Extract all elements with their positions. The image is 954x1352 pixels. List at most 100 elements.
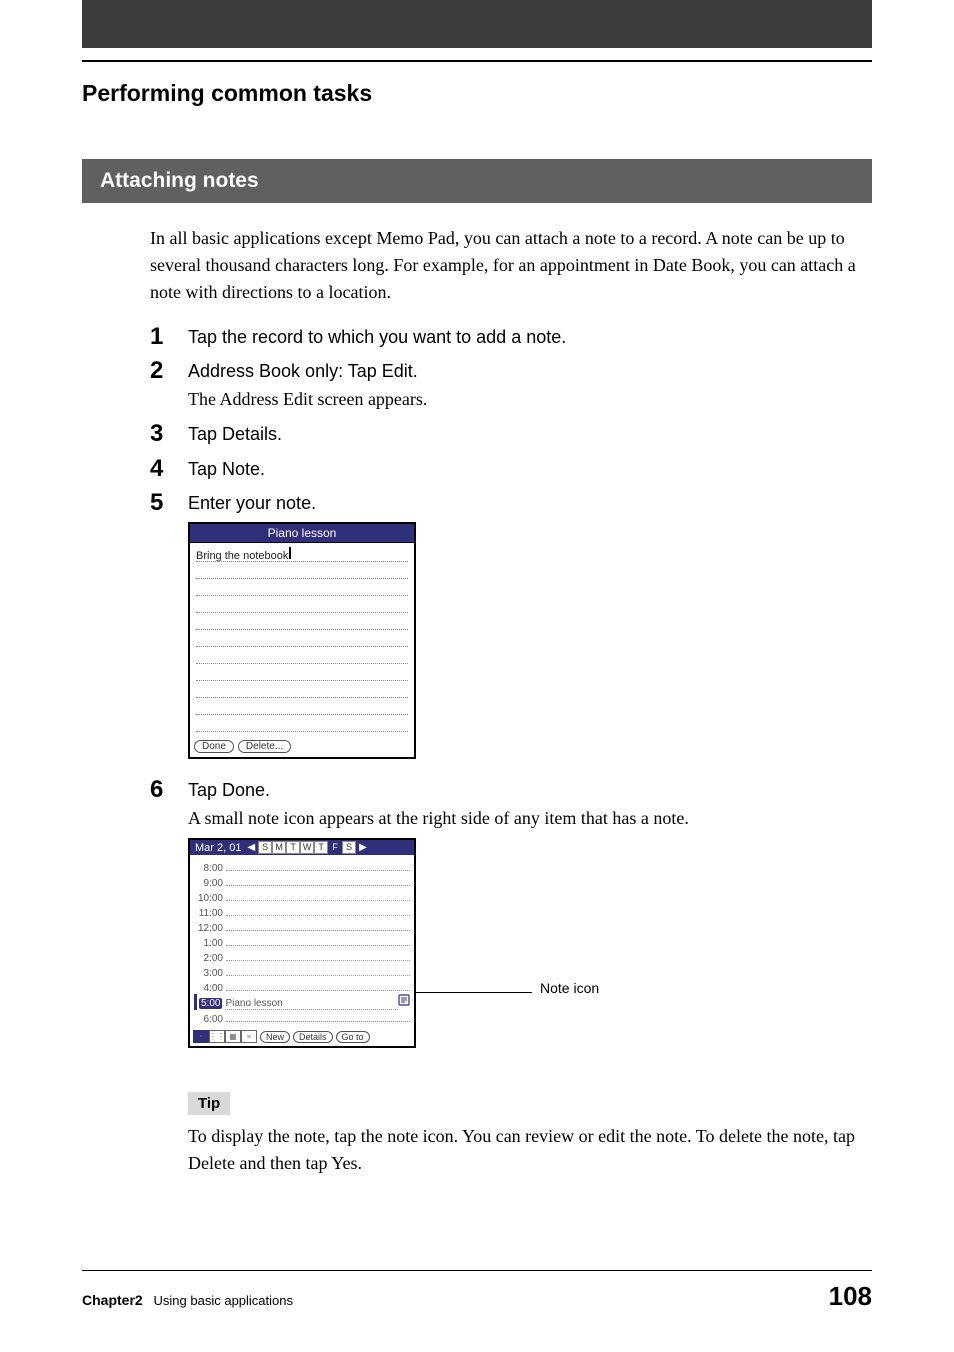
chapter-label: Chapter2 bbox=[82, 1292, 143, 1308]
page-footer: Chapter2 Using basic applications 108 bbox=[82, 1270, 872, 1312]
datebook-header: Mar 2, 01 ◀ S M T W T F S ▶ bbox=[190, 840, 414, 855]
event-time: 5:00 bbox=[199, 998, 222, 1009]
step-number: 3 bbox=[150, 421, 188, 447]
datebook-footer: • ⋮⋮ ▦ ≡ New Details Go to bbox=[190, 1027, 414, 1046]
time-row: 6:00 bbox=[194, 1010, 410, 1025]
time-row: 1:00 bbox=[194, 934, 410, 949]
callout-line bbox=[416, 992, 532, 993]
time-label: 2:00 bbox=[194, 953, 226, 964]
new-button[interactable]: New bbox=[260, 1031, 290, 1043]
intro-text: In all basic applications except Memo Pa… bbox=[150, 225, 872, 306]
event-row[interactable]: 5:00 Piano lesson bbox=[194, 994, 410, 1010]
time-slot[interactable] bbox=[226, 874, 410, 886]
note-blank-line bbox=[196, 700, 408, 715]
palm-note-buttons: Done Delete... bbox=[190, 738, 414, 757]
day-sun[interactable]: S bbox=[258, 841, 272, 854]
note-blank-line bbox=[196, 649, 408, 664]
note-blank-line bbox=[196, 615, 408, 630]
step-text: Tap the record to which you want to add … bbox=[188, 324, 872, 350]
note-text-line: Bring the notebook bbox=[196, 547, 408, 562]
time-row: 3:00 bbox=[194, 964, 410, 979]
time-slot[interactable] bbox=[226, 889, 410, 901]
day-mon[interactable]: M bbox=[272, 841, 286, 854]
time-slot[interactable] bbox=[226, 949, 410, 961]
delete-button[interactable]: Delete... bbox=[238, 740, 291, 753]
step-2: 2 Address Book only: Tap Edit. The Addre… bbox=[150, 358, 872, 413]
time-slot[interactable] bbox=[226, 1010, 410, 1022]
note-blank-line bbox=[196, 666, 408, 681]
subheading: Attaching notes bbox=[82, 159, 872, 203]
details-button[interactable]: Details bbox=[293, 1031, 333, 1043]
datebook-screenshot-wrap: Mar 2, 01 ◀ S M T W T F S ▶ bbox=[188, 838, 872, 1048]
datebook-body: 8:00 9:00 10:00 11:00 12:00 1:00 2:00 3:… bbox=[190, 855, 414, 1027]
time-label: 10:00 bbox=[194, 893, 226, 904]
note-icon[interactable] bbox=[398, 994, 410, 1006]
day-thu[interactable]: T bbox=[314, 841, 328, 854]
tip-text: To display the note, tap the note icon. … bbox=[188, 1123, 872, 1177]
time-row: 9:00 bbox=[194, 874, 410, 889]
time-row: 10:00 bbox=[194, 889, 410, 904]
goto-button[interactable]: Go to bbox=[336, 1031, 370, 1043]
step-3: 3 Tap Details. bbox=[150, 421, 872, 447]
note-blank-line bbox=[196, 717, 408, 732]
time-row: 2:00 bbox=[194, 949, 410, 964]
time-label: 8:00 bbox=[194, 863, 226, 874]
event-marker bbox=[194, 994, 197, 1010]
day-wed[interactable]: W bbox=[300, 841, 314, 854]
time-label: 3:00 bbox=[194, 968, 226, 979]
time-slot[interactable] bbox=[226, 859, 410, 871]
agenda-view-icon[interactable]: ≡ bbox=[241, 1030, 257, 1043]
time-slot[interactable] bbox=[226, 904, 410, 916]
step-text: Address Book only: Tap Edit. bbox=[188, 358, 872, 384]
step-1: 1 Tap the record to which you want to ad… bbox=[150, 324, 872, 350]
day-sat[interactable]: S bbox=[342, 841, 356, 854]
time-slot[interactable] bbox=[226, 979, 410, 991]
time-slot[interactable] bbox=[226, 919, 410, 931]
event-text: Piano lesson bbox=[225, 998, 398, 1010]
step-6: 6 Tap Done. A small note icon appears at… bbox=[150, 777, 872, 1058]
page-number: 108 bbox=[829, 1281, 872, 1312]
time-label: 6:00 bbox=[194, 1014, 226, 1025]
note-blank-line bbox=[196, 683, 408, 698]
time-label: 4:00 bbox=[194, 983, 226, 994]
time-label: 12:00 bbox=[194, 923, 226, 934]
day-view-icon[interactable]: • bbox=[193, 1030, 209, 1043]
step-number: 6 bbox=[150, 777, 188, 803]
prev-week-arrow[interactable]: ◀ bbox=[247, 842, 255, 853]
step-list: 1 Tap the record to which you want to ad… bbox=[150, 324, 872, 1058]
time-row: 8:00 bbox=[194, 859, 410, 874]
step-number: 4 bbox=[150, 456, 188, 482]
palm-note-body: Bring the notebook bbox=[190, 543, 414, 738]
palm-datebook-screen: Mar 2, 01 ◀ S M T W T F S ▶ bbox=[188, 838, 416, 1048]
top-bar bbox=[82, 0, 872, 48]
week-view-icon[interactable]: ⋮⋮ bbox=[209, 1030, 225, 1043]
time-row: 11:00 bbox=[194, 904, 410, 919]
note-blank-line bbox=[196, 598, 408, 613]
palm-note-screen: Piano lesson Bring the notebook bbox=[188, 522, 416, 759]
day-tue[interactable]: T bbox=[286, 841, 300, 854]
month-view-icon[interactable]: ▦ bbox=[225, 1030, 241, 1043]
step-number: 2 bbox=[150, 358, 188, 384]
done-button[interactable]: Done bbox=[194, 740, 234, 753]
time-row: 12:00 bbox=[194, 919, 410, 934]
palm-note-title: Piano lesson bbox=[190, 524, 414, 543]
step-subtext: The Address Edit screen appears. bbox=[188, 386, 872, 413]
note-blank-line bbox=[196, 564, 408, 579]
footer-left: Chapter2 Using basic applications bbox=[82, 1292, 293, 1308]
divider bbox=[82, 60, 872, 62]
step-5: 5 Enter your note. Piano lesson Bring th… bbox=[150, 490, 872, 769]
time-slot[interactable] bbox=[226, 964, 410, 976]
day-fri-selected[interactable]: F bbox=[328, 841, 342, 854]
step-text: Enter your note. bbox=[188, 490, 872, 516]
step-subtext: A small note icon appears at the right s… bbox=[188, 805, 872, 832]
next-week-arrow[interactable]: ▶ bbox=[359, 842, 367, 853]
step-text: Tap Details. bbox=[188, 421, 872, 447]
time-slot[interactable] bbox=[226, 934, 410, 946]
text-cursor bbox=[289, 547, 291, 559]
note-text: Bring the notebook bbox=[196, 550, 288, 562]
day-picker: S M T W T F S bbox=[258, 841, 356, 854]
step-4: 4 Tap Note. bbox=[150, 456, 872, 482]
tip-label: Tip bbox=[188, 1092, 230, 1115]
step-text: Tap Done. bbox=[188, 777, 872, 803]
note-blank-line bbox=[196, 581, 408, 596]
